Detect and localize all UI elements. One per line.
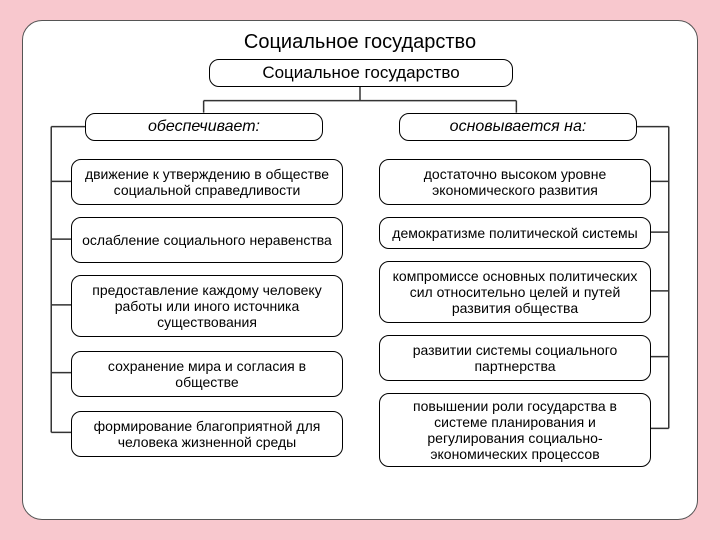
left-item: формирование благоприятной для человека … <box>71 411 343 457</box>
page-title: Социальное государство <box>23 31 697 54</box>
right-item: развитии системы соци­ального партнерств… <box>379 335 651 381</box>
subtitle-box: Социальное государство <box>209 59 513 87</box>
left-item: сохранение мира и согласия в обществе <box>71 351 343 397</box>
left-item: ослабление социального неравенства <box>71 217 343 263</box>
right-item: повышении роли государства в системе пла… <box>379 393 651 467</box>
right-item: демократизме политической системы <box>379 217 651 249</box>
left-header: обеспечивает: <box>85 113 323 141</box>
right-header: основывается на: <box>399 113 637 141</box>
left-item: движение к утверждению в обществе социал… <box>71 159 343 205</box>
right-item: достаточно высоком уровне экономического… <box>379 159 651 205</box>
right-item: компромиссе основных по­литических сил о… <box>379 261 651 323</box>
left-item: предоставление каждому человеку работы и… <box>71 275 343 337</box>
